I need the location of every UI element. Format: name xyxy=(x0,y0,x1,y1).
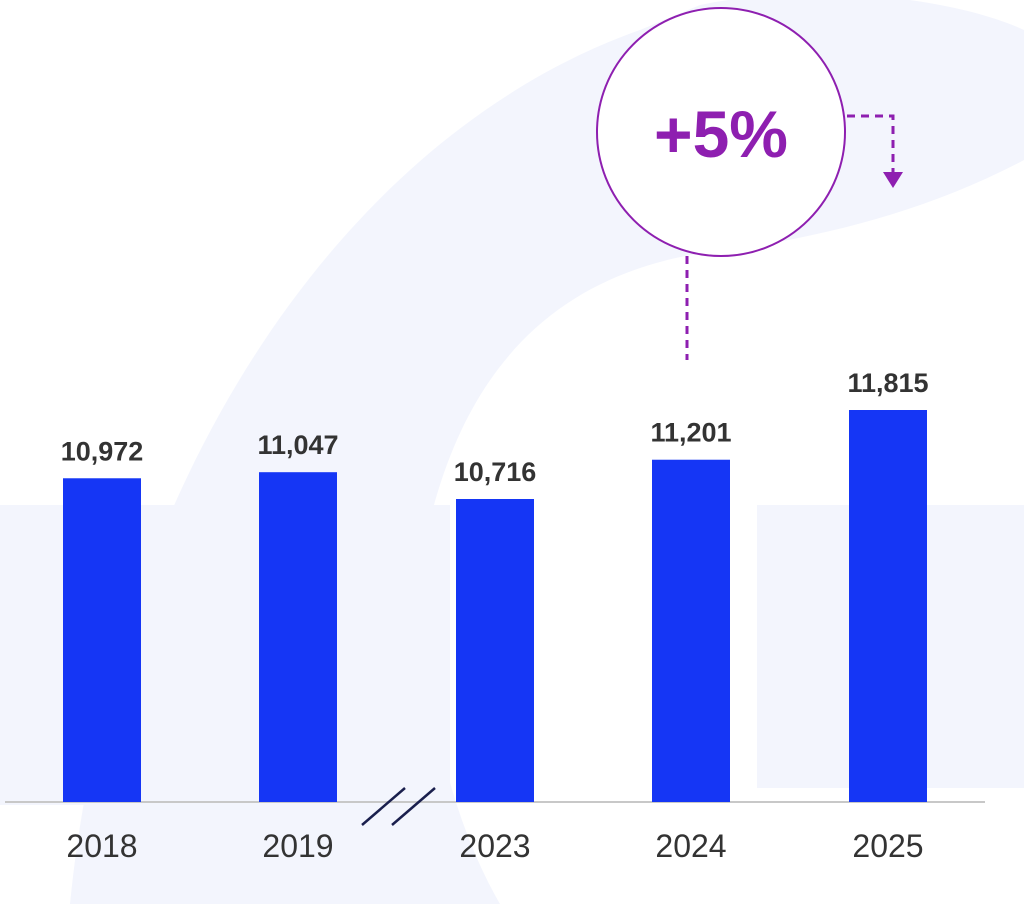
bar-2019 xyxy=(259,472,337,802)
callout-arrow-line xyxy=(847,114,895,172)
bar-2025 xyxy=(849,410,927,802)
bar-2018 xyxy=(63,478,141,802)
x-tick-label-2024: 2024 xyxy=(655,828,726,864)
bar-2023 xyxy=(456,499,534,802)
value-labels: 10,972 11,047 10,716 11,201 11,815 xyxy=(61,368,929,487)
bars xyxy=(63,410,927,802)
x-tick-label-2019: 2019 xyxy=(262,828,333,864)
value-label-2025: 11,815 xyxy=(847,368,928,398)
value-label-2023: 10,716 xyxy=(454,457,537,487)
growth-callout-circle xyxy=(596,7,846,257)
x-tick-label-2025: 2025 xyxy=(852,828,923,864)
axis-break-mark xyxy=(361,787,436,826)
x-tick-labels: 2018 2019 2023 2024 2025 xyxy=(66,828,923,864)
x-tick-label-2018: 2018 xyxy=(66,828,137,864)
axis-break-stroke-1 xyxy=(361,787,406,826)
x-tick-label-2023: 2023 xyxy=(459,828,530,864)
growth-callout-text: +5% xyxy=(654,97,788,171)
bar-2024 xyxy=(652,459,730,802)
growth-callout: +5% xyxy=(596,7,903,360)
value-label-2018: 10,972 xyxy=(61,436,144,466)
down-arrow-icon xyxy=(883,172,903,188)
axis-break-stroke-2 xyxy=(391,787,436,826)
value-label-2019: 11,047 xyxy=(257,430,338,460)
value-label-2024: 11,201 xyxy=(650,418,731,448)
